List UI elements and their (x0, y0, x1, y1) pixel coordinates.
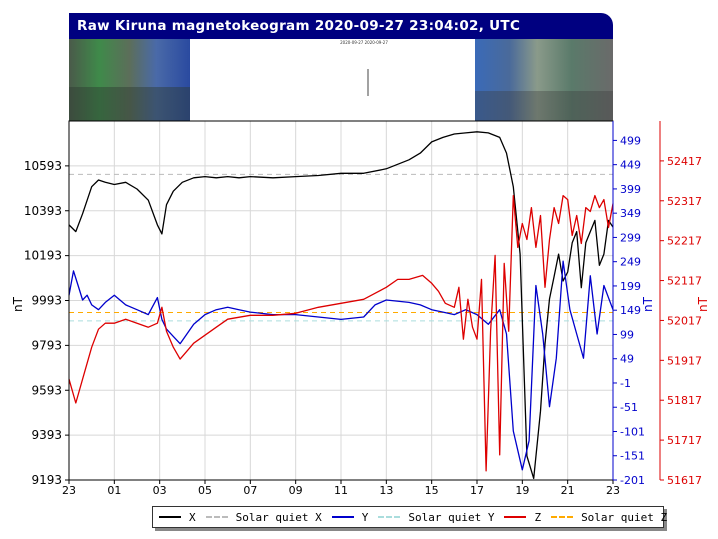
x-tick-label: 11 (334, 484, 348, 497)
legend-swatch (331, 516, 354, 518)
keogram-right-image (475, 39, 613, 121)
series-layer (68, 131, 614, 480)
right-y-tick-label: -1 (620, 377, 631, 390)
x-tick-label: 23 (606, 484, 620, 497)
x-tick-label: 09 (289, 484, 303, 497)
legend-swatch (378, 516, 401, 518)
left-tick-label: 9793 (31, 338, 62, 352)
x-tick-label: 23 (62, 484, 76, 497)
right-z-axis-label: nT (696, 296, 710, 312)
right-y-tick-label: 49 (620, 353, 634, 366)
x-tick-label: 21 (561, 484, 575, 497)
right-y-tick-label: -101 (620, 425, 645, 438)
x-tick-label: 17 (470, 484, 484, 497)
right-y-tick-label: 199 (620, 280, 641, 293)
right-z-tick-label: 51717 (667, 434, 702, 447)
legend: X Solar quiet X Y Solar quiet Y Z Solar quiet… (152, 506, 667, 528)
right-z-tick-label: 51617 (667, 474, 702, 487)
keogram-left-shade (69, 87, 190, 121)
x-tick-label: 15 (425, 484, 439, 497)
right-y-tick-label: 249 (620, 256, 641, 269)
right-y-tick-label: 99 (620, 328, 634, 341)
right-y-axis-label: nT (641, 296, 655, 312)
keogram-left-image (69, 39, 190, 121)
right-z-tick-label: 51917 (667, 354, 702, 367)
right-y-tick-label: -201 (620, 474, 645, 487)
right-y-tick-label: 149 (620, 304, 641, 317)
legend-swatch (159, 516, 181, 518)
keogram-right-shade (475, 91, 613, 121)
keogram-strip: 2020-09-27 2020-09-27 (69, 39, 613, 121)
right-y-tick-label: -151 (620, 450, 645, 463)
legend-item: Z (504, 511, 541, 524)
right-y-tick-label: 299 (620, 231, 641, 244)
left-tick-label: 9593 (31, 383, 62, 397)
right-y-tick-label: 349 (620, 207, 641, 220)
x-tick-label: 13 (379, 484, 393, 497)
legend-label: Solar quiet Z (581, 510, 668, 524)
right-y-tick-label: 399 (620, 183, 641, 196)
right-z-tick-label: 52017 (667, 314, 702, 327)
x-tick-label: 07 (243, 484, 257, 497)
legend-label: Solar quiet Y (408, 510, 495, 524)
series-z (68, 194, 614, 472)
left-tick-label: 10393 (24, 204, 62, 218)
x-tick-label: 19 (515, 484, 529, 497)
series-y (68, 260, 614, 471)
legend-swatch (504, 516, 527, 518)
legend-label: X (189, 510, 196, 524)
right-z-tick-label: 52217 (667, 235, 702, 248)
magnetogram-chart: 23 01 03 05 07 09 11 13 15 17 19 21 2391939393959397… (11, 120, 710, 497)
legend-label: Z (534, 510, 542, 524)
right-y-tick-label: 499 (620, 134, 641, 147)
right-z-tick-label: 51817 (667, 394, 702, 407)
left-tick-label: 9993 (31, 294, 62, 308)
legend-item: Solar quiet Y (378, 511, 494, 524)
legend-item: Y (331, 510, 369, 524)
legend-label: Y (361, 510, 369, 524)
x-tick-label: 05 (198, 484, 212, 497)
right-z-tick-label: 52317 (667, 195, 702, 208)
left-tick-label: 10193 (24, 249, 62, 263)
x-tick-label: 03 (153, 484, 167, 497)
left-tick-label: 9193 (31, 473, 62, 487)
series-x (68, 131, 614, 480)
right-y-tick-label: 449 (620, 159, 641, 172)
x-tick-label: 01 (107, 484, 121, 497)
right-z-tick-label: 52117 (667, 275, 702, 288)
legend-item: X (159, 511, 196, 524)
keogram-caption: 2020-09-27 2020-09-27 (340, 40, 388, 45)
legend-item: Solar quiet X (205, 510, 322, 524)
left-tick-label: 10593 (24, 159, 62, 173)
legend-label: Solar quiet X (235, 510, 322, 524)
legend-item: Solar quiet Z (551, 511, 667, 524)
left-axis-label: nT (11, 296, 25, 312)
chart-title: Raw Kiruna magnetokeogram 2020-09-27 23:… (69, 13, 613, 39)
right-z-tick-label: 52417 (667, 155, 702, 168)
left-tick-label: 9393 (31, 428, 62, 442)
legend-swatch (551, 516, 574, 518)
legend-swatch (205, 516, 228, 518)
ticks: 23 01 03 05 07 09 11 13 15 17 19 21 2391939393959397… (11, 134, 710, 497)
right-y-tick-label: -51 (620, 401, 638, 414)
